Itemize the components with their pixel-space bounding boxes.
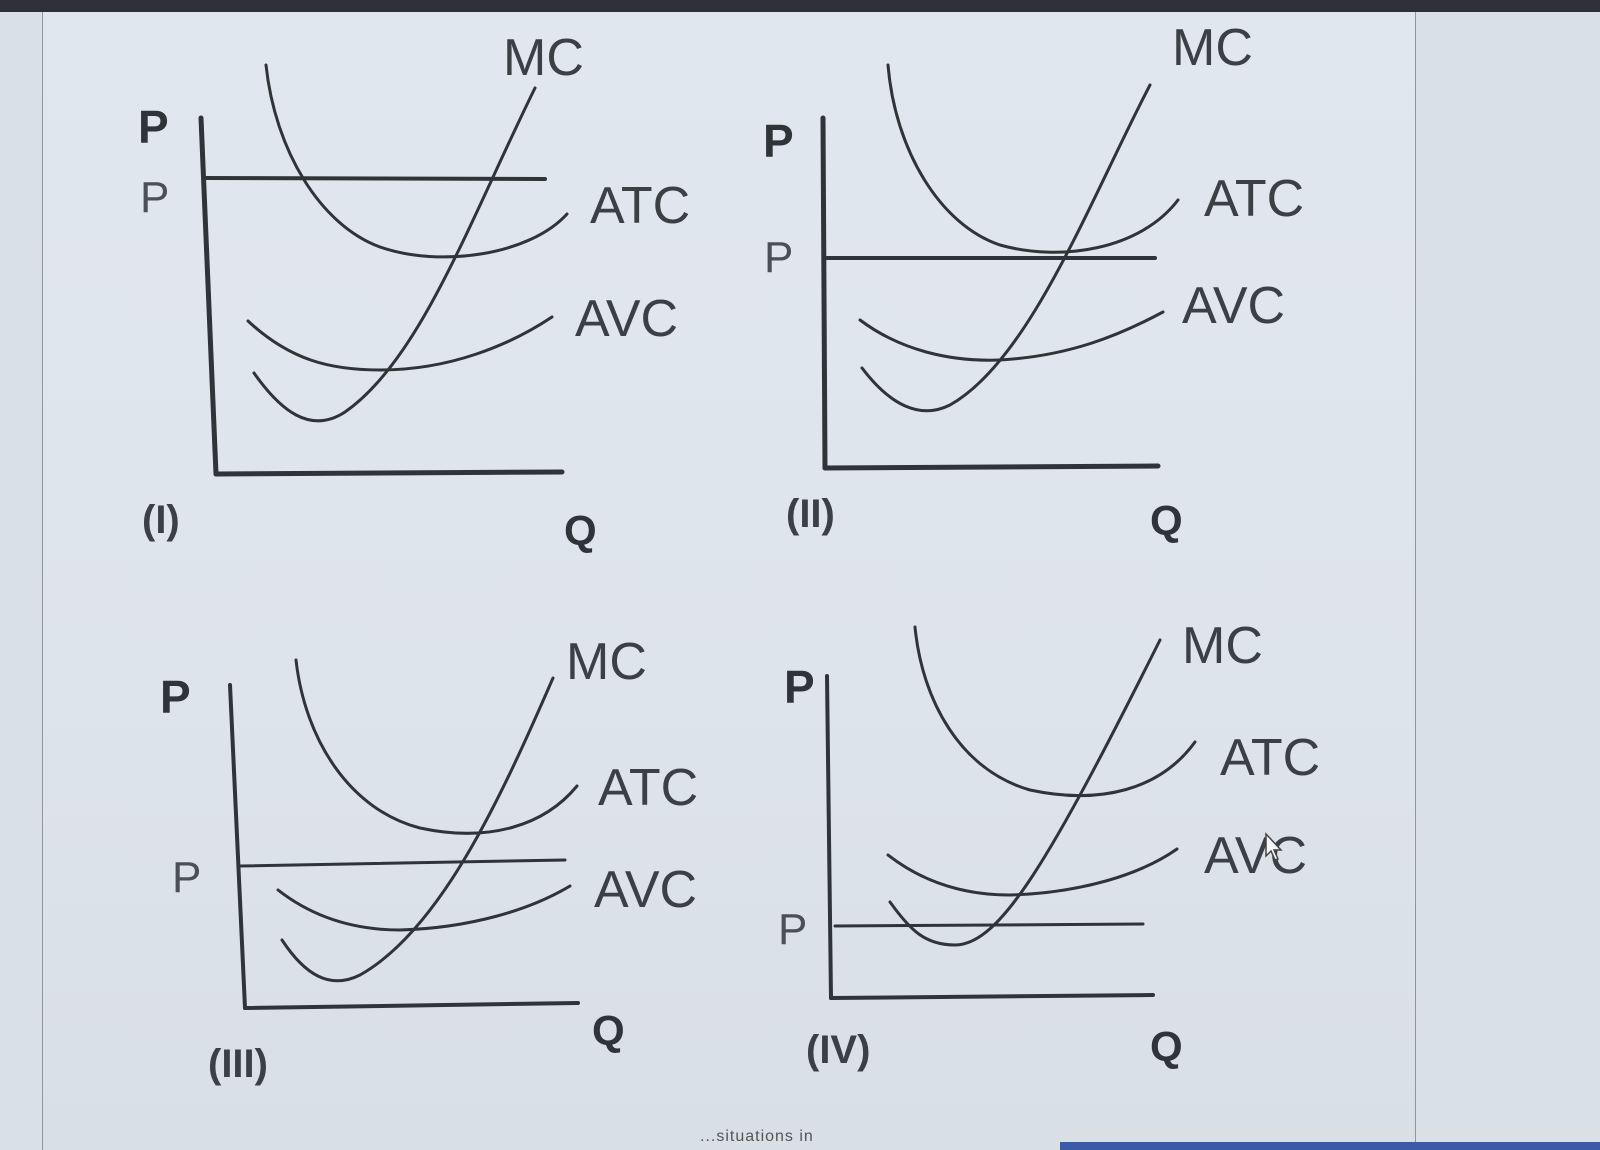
mc-curve bbox=[252, 86, 537, 423]
mc-curve bbox=[280, 676, 555, 983]
avc-label: AVC bbox=[1182, 277, 1286, 335]
x-axis bbox=[213, 469, 565, 477]
x-axis-label: Q bbox=[592, 1007, 625, 1054]
chart-panel-4 bbox=[825, 625, 1197, 1000]
atc-curve bbox=[913, 625, 1197, 797]
atc-label: ATC bbox=[1204, 170, 1305, 228]
mc-label: MC bbox=[1182, 617, 1263, 675]
price-label: P bbox=[172, 853, 202, 902]
avc-curve bbox=[276, 884, 572, 932]
chart-panel-1 bbox=[198, 63, 569, 477]
x-axis-label: Q bbox=[1150, 497, 1183, 544]
mc-curve bbox=[888, 638, 1162, 947]
chart-panel-2 bbox=[820, 63, 1180, 471]
x-axis bbox=[243, 1001, 580, 1010]
price-line bbox=[833, 922, 1145, 928]
price-line bbox=[202, 176, 547, 181]
atc-label: ATC bbox=[598, 759, 699, 817]
panel-number: (IV) bbox=[806, 1028, 871, 1072]
avc-curve bbox=[886, 847, 1179, 897]
price-label: P bbox=[778, 905, 808, 954]
price-line bbox=[238, 858, 567, 868]
x-axis bbox=[829, 993, 1155, 1000]
mc-curve bbox=[860, 83, 1152, 413]
y-axis bbox=[825, 674, 833, 1000]
document-page bbox=[42, 12, 1416, 1150]
top-bezel bbox=[0, 0, 1600, 12]
atc-curve bbox=[294, 658, 579, 835]
mc-label: MC bbox=[566, 633, 647, 691]
bottom-accent-bar bbox=[1060, 1142, 1600, 1150]
x-axis-label: Q bbox=[564, 507, 597, 554]
y-axis bbox=[228, 683, 247, 1010]
avc-label: AVC bbox=[1204, 827, 1308, 885]
y-axis bbox=[820, 115, 828, 471]
y-axis bbox=[198, 115, 219, 477]
mc-label: MC bbox=[503, 29, 584, 87]
price-label: P bbox=[764, 233, 794, 282]
atc-label: ATC bbox=[590, 177, 691, 235]
mouse-cursor-icon bbox=[1265, 832, 1283, 861]
panel-number: (III) bbox=[208, 1042, 268, 1086]
atc-curve bbox=[886, 63, 1180, 254]
atc-label: ATC bbox=[1220, 729, 1321, 787]
x-axis-label: Q bbox=[1150, 1023, 1183, 1070]
panel-number: (I) bbox=[142, 498, 180, 542]
avc-curve bbox=[858, 310, 1165, 362]
x-axis bbox=[822, 463, 1161, 471]
y-axis-label: P bbox=[784, 661, 815, 713]
question-text-fragment: ...situations in bbox=[700, 1128, 814, 1145]
chart-panel-3 bbox=[228, 658, 580, 1010]
avc-label: AVC bbox=[575, 290, 679, 348]
avc-label: AVC bbox=[594, 861, 698, 919]
mc-label: MC bbox=[1172, 19, 1253, 77]
avc-curve bbox=[246, 315, 554, 372]
y-axis-label: P bbox=[763, 115, 794, 167]
panel-number: (II) bbox=[786, 492, 835, 536]
y-axis-label: P bbox=[160, 671, 191, 723]
price-label: P bbox=[140, 173, 170, 222]
atc-curve bbox=[264, 63, 569, 259]
y-axis-label: P bbox=[138, 101, 169, 153]
